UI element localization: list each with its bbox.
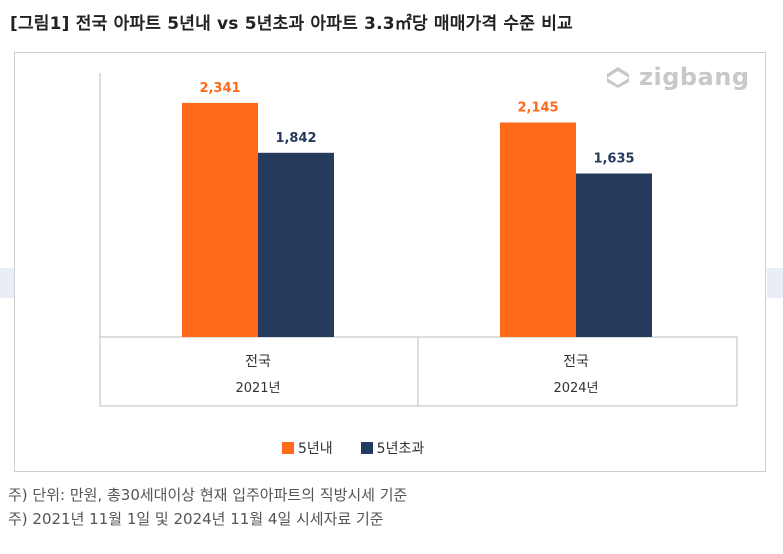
- legend-item-series-2: 5년초과: [360, 438, 425, 458]
- data-label-series-1-category-1: 2,341: [199, 81, 240, 96]
- legend-swatch-series-2: [360, 442, 373, 454]
- legend-swatch-series-1: [282, 442, 294, 454]
- watermark: zigbang: [603, 62, 750, 92]
- data-label-series-2-category-2: 1,635: [593, 152, 634, 167]
- legend-label-series-2: 5년초과: [376, 441, 425, 457]
- category-label-1-top: 전국: [245, 354, 271, 370]
- left-side-band: [0, 268, 14, 298]
- footnote-date: 주) 2021년 11월 1일 및 2024년 11월 4일 시세자료 기준: [8, 510, 384, 528]
- legend: 5년내 5년초과: [282, 438, 424, 458]
- category-label-1-bottom: 2021년: [235, 381, 280, 396]
- right-side-band: [767, 268, 783, 298]
- zigbang-logo-icon: [607, 67, 629, 88]
- chart-title: [그림1] 전국 아파트 5년내 vs 5년초과 아파트 3.3㎡당 매매가격 …: [10, 14, 573, 34]
- legend-item-series-1: 5년내: [282, 438, 333, 458]
- footnote-unit: 주) 단위: 만원, 총30세대이상 현재 입주아파트의 직방시세 기준: [8, 486, 408, 504]
- category-label-2-bottom: 2024년: [553, 381, 598, 396]
- watermark-text: zigbang: [639, 63, 750, 91]
- bar-series-1-category-2: [500, 122, 576, 337]
- bar-series-1-category-1: [182, 102, 258, 338]
- data-label-series-2-category-1: 1,842: [275, 131, 316, 146]
- footnotes: 주) 단위: 만원, 총30세대이상 현재 입주아파트의 직방시세 기준 주) …: [8, 483, 407, 531]
- bar-series-2-category-2: [576, 173, 652, 337]
- data-label-series-1-category-2: 2,145: [517, 101, 558, 116]
- category-label-2-top: 전국: [563, 354, 589, 370]
- legend-label-series-1: 5년내: [298, 441, 333, 457]
- bar-series-2-category-1: [258, 152, 334, 337]
